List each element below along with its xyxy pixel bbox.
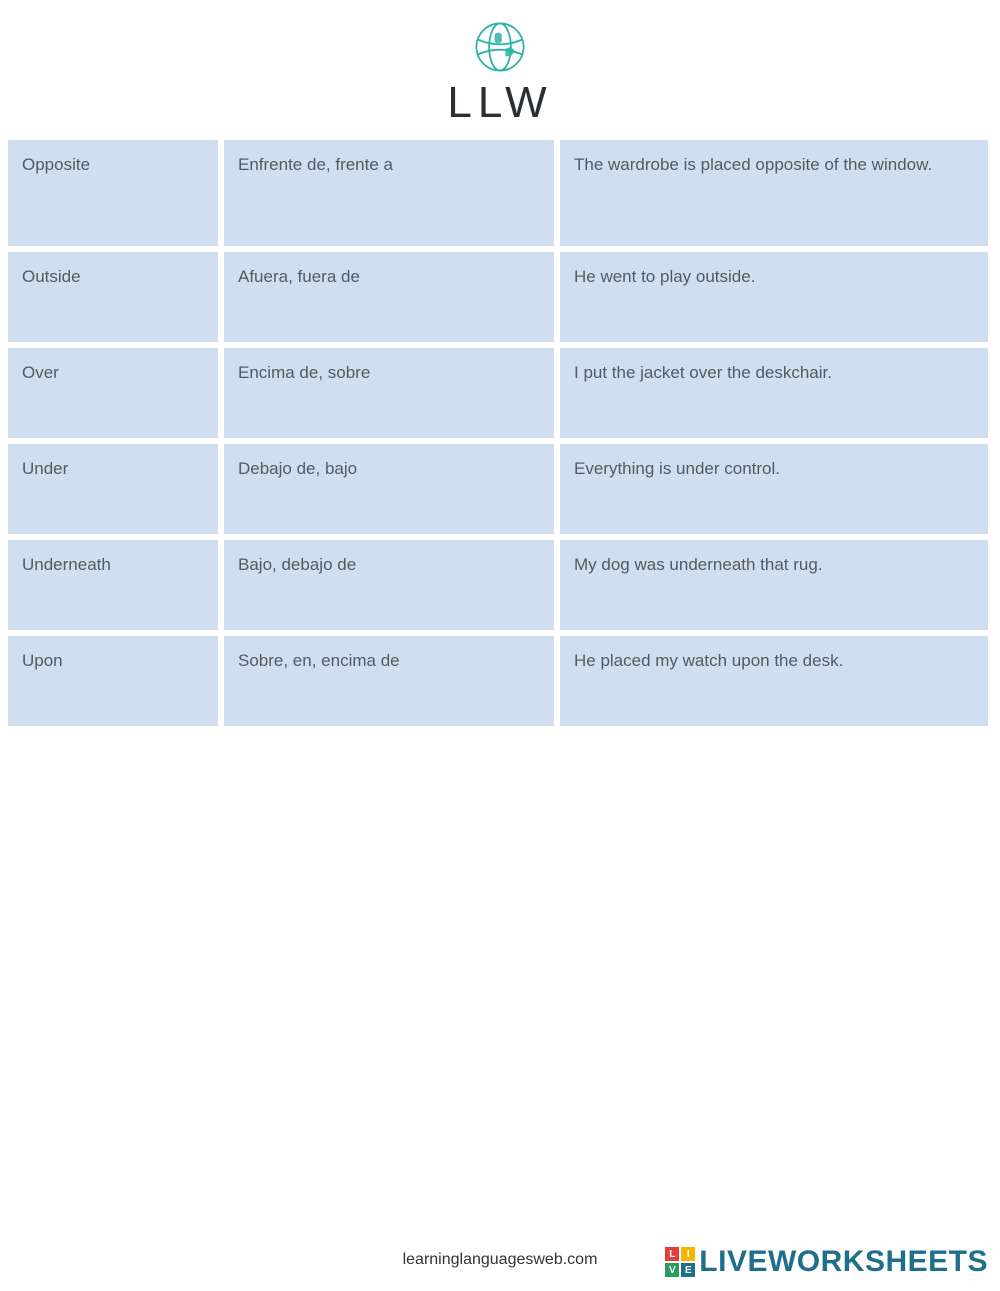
prepositions-table: OppositeEnfrente de, frente aThe wardrob…	[8, 140, 992, 726]
cell-example: He went to play outside.	[560, 252, 988, 342]
table-row: OutsideAfuera, fuera deHe went to play o…	[8, 252, 992, 342]
cell-es: Bajo, debajo de	[224, 540, 554, 630]
liveworksheets-logo: LIVE LIVEWORKSHEETS	[665, 1245, 988, 1279]
table-row: OppositeEnfrente de, frente aThe wardrob…	[8, 140, 992, 246]
liveworksheets-squares: LIVE	[665, 1247, 695, 1277]
globe-icon	[471, 18, 529, 76]
cell-example: The wardrobe is placed opposite of the w…	[560, 140, 988, 246]
cell-en: Underneath	[8, 540, 218, 630]
cell-example: Everything is under control.	[560, 444, 988, 534]
cell-es: Sobre, en, encima de	[224, 636, 554, 726]
cell-es: Afuera, fuera de	[224, 252, 554, 342]
table-row: OverEncima de, sobreI put the jacket ove…	[8, 348, 992, 438]
cell-example: My dog was underneath that rug.	[560, 540, 988, 630]
cell-en: Opposite	[8, 140, 218, 246]
table-row: UnderneathBajo, debajo deMy dog was unde…	[8, 540, 992, 630]
cell-en: Over	[8, 348, 218, 438]
logo-square: E	[681, 1263, 695, 1277]
table-row: UnderDebajo de, bajoEverything is under …	[8, 444, 992, 534]
liveworksheets-word: LIVEWORKSHEETS	[699, 1245, 988, 1279]
logo-square: I	[681, 1247, 695, 1261]
table-row: UponSobre, en, encima deHe placed my wat…	[8, 636, 992, 726]
cell-es: Debajo de, bajo	[224, 444, 554, 534]
cell-es: Enfrente de, frente a	[224, 140, 554, 246]
logo-text: LLW	[447, 78, 552, 128]
cell-en: Under	[8, 444, 218, 534]
cell-es: Encima de, sobre	[224, 348, 554, 438]
cell-en: Outside	[8, 252, 218, 342]
cell-en: Upon	[8, 636, 218, 726]
cell-example: I put the jacket over the deskchair.	[560, 348, 988, 438]
cell-example: He placed my watch upon the desk.	[560, 636, 988, 726]
logo-square: V	[665, 1263, 679, 1277]
header-logo: LLW	[0, 0, 1000, 140]
logo-square: L	[665, 1247, 679, 1261]
